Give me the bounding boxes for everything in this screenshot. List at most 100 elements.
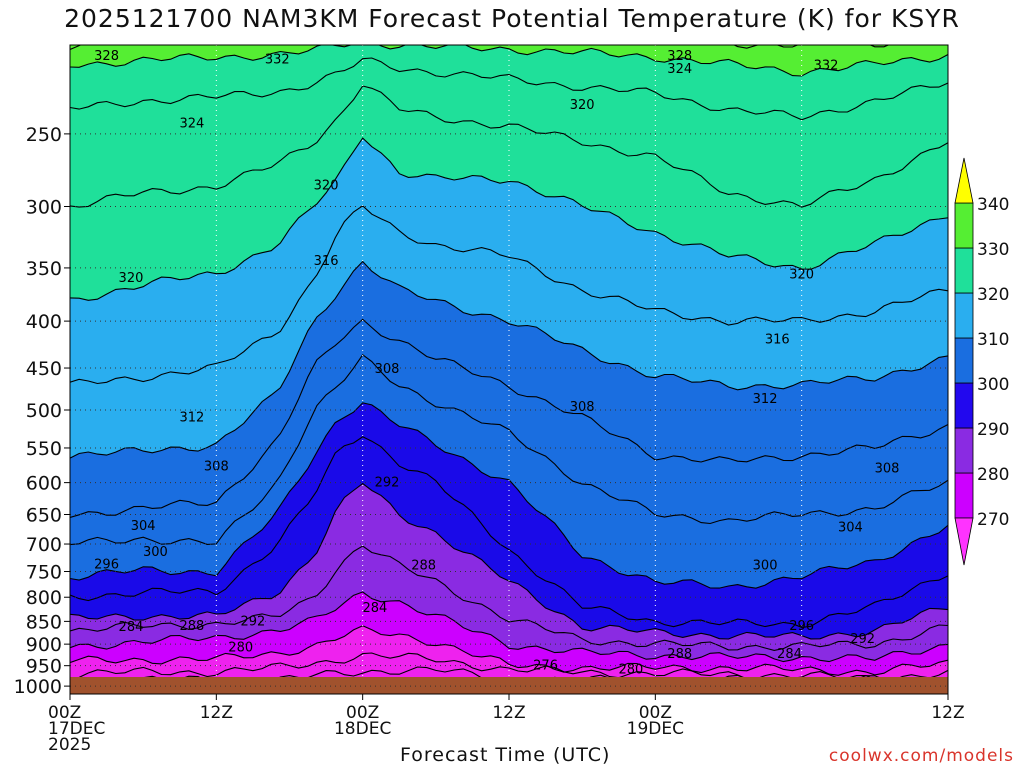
y-tick-label: 350 [26, 258, 62, 280]
colorbar-label: 300 [977, 375, 1009, 395]
y-tick-label: 850 [26, 611, 62, 633]
band-344 [70, 7, 948, 45]
colorbar-label: 330 [977, 240, 1009, 260]
contour-label: 320 [570, 98, 595, 113]
contour-label: 288 [667, 647, 692, 662]
credit-text: coolwx.com/models [828, 746, 1014, 766]
colorbar-label: 340 [977, 195, 1009, 215]
colorbar-segment [954, 382, 974, 429]
contour-label: 320 [314, 179, 339, 194]
isentrope-296 [70, 436, 948, 628]
y-tick-label: 300 [26, 197, 62, 219]
y-tick-label: 800 [26, 587, 62, 609]
x-tick-label: 18DEC [334, 719, 391, 739]
contour-label: 280 [619, 663, 644, 678]
y-tick-label: 900 [26, 634, 62, 656]
colorbar-segment [954, 337, 974, 384]
y-tick-label: 600 [26, 473, 62, 495]
contour-labels: 328 332 324 320 316 320 312 308 304 300 296 292 288 3… [94, 49, 899, 678]
contour-label: 312 [180, 410, 205, 425]
x-tick-label: 00Z [48, 703, 81, 723]
isentrope-320 [70, 137, 948, 301]
contour-label: 276 [533, 658, 558, 673]
contour-label: 316 [765, 333, 790, 348]
x-tick-label: 12Z [492, 703, 525, 723]
y-tick-label: 450 [26, 358, 62, 380]
contour-label: 296 [789, 619, 814, 634]
isentrope-324 [70, 85, 948, 208]
contour-label: 292 [375, 475, 400, 490]
isentrope-344 [70, 7, 948, 28]
contour-label: 324 [667, 62, 692, 77]
isentrope-280 [70, 625, 948, 676]
chart-title: 2025121700 NAM3KM Forecast Potential Tem… [64, 4, 960, 33]
contour-label: 328 [667, 49, 692, 64]
colorbar-segment [954, 202, 974, 249]
y-tick-label: 700 [26, 534, 62, 556]
contour-label: 308 [570, 400, 595, 415]
y-tick-label: 550 [26, 438, 62, 460]
y-tick-label: 400 [26, 311, 62, 333]
colorbar-label: 280 [977, 465, 1009, 485]
isentrope-308 [70, 318, 948, 519]
x-tick-label: 19DEC [627, 719, 684, 739]
contour-label: 328 [94, 49, 119, 64]
x-tick-label: 00Z [639, 703, 672, 723]
contour-label: 312 [753, 392, 778, 407]
colorbar-label: 290 [977, 420, 1009, 440]
isentrope-288 [70, 545, 948, 651]
contour-label: 324 [180, 117, 205, 132]
contour-label: 332 [265, 53, 290, 68]
contour-label: 288 [180, 619, 205, 634]
contour-label: 300 [753, 559, 778, 574]
colorbar-segment [954, 247, 974, 294]
contour-label: 296 [94, 557, 119, 572]
contour-label: 284 [362, 601, 387, 616]
x-tick-label: 12Z [931, 703, 964, 723]
isentrope-312 [70, 260, 948, 459]
y-axis: 2503003504004505005506006507007508008509… [14, 124, 70, 698]
contour-label: 308 [204, 460, 229, 475]
colorbar-min-arrow [954, 517, 974, 566]
contour-label: 280 [228, 640, 253, 655]
y-tick-label: 950 [26, 656, 62, 678]
y-tick-label: 750 [26, 562, 62, 584]
contour-label: 288 [411, 559, 436, 574]
x-tick-label: 2025 [48, 735, 91, 755]
contour-label: 292 [241, 614, 266, 629]
contour-label: 308 [375, 362, 400, 377]
contour-label: 304 [838, 521, 863, 536]
x-tick-label: 17DEC [48, 719, 105, 739]
contour-label: 284 [119, 620, 144, 635]
y-tick-label: 250 [26, 124, 62, 146]
grid-lines [70, 45, 948, 687]
isentrope-340 [70, 15, 948, 36]
band-340 [70, 15, 948, 45]
isentrope-316 [70, 205, 948, 385]
isentrope-328 [70, 57, 948, 121]
colorbar-segment [954, 427, 974, 474]
contour-label: 304 [131, 519, 156, 534]
contour-label: 292 [850, 632, 875, 647]
colorbar: 270 280 290 300 310 320 330 340 [954, 157, 1009, 566]
y-tick-label: 650 [26, 505, 62, 527]
colorbar-segment [954, 472, 974, 519]
x-axis-label: Forecast Time (UTC) [400, 744, 611, 766]
contour-label: 300 [143, 545, 168, 560]
y-tick-label: 500 [26, 400, 62, 422]
ground-surface [70, 677, 948, 694]
contour-label: 284 [777, 647, 802, 662]
contour-label: 332 [814, 58, 839, 73]
band-328 [70, 45, 948, 120]
contour-label: 308 [875, 462, 900, 477]
contour-label: 320 [789, 268, 814, 283]
x-tick-label: 12Z [200, 703, 233, 723]
colorbar-label: 270 [977, 510, 1009, 530]
x-tick-label: 00Z [346, 703, 379, 723]
colorbar-label: 310 [977, 330, 1009, 350]
colorbar-segment [954, 292, 974, 339]
y-tick-label: 1000 [14, 676, 62, 698]
colorbar-label: 320 [977, 285, 1009, 305]
colorbar-max-arrow [954, 157, 974, 204]
